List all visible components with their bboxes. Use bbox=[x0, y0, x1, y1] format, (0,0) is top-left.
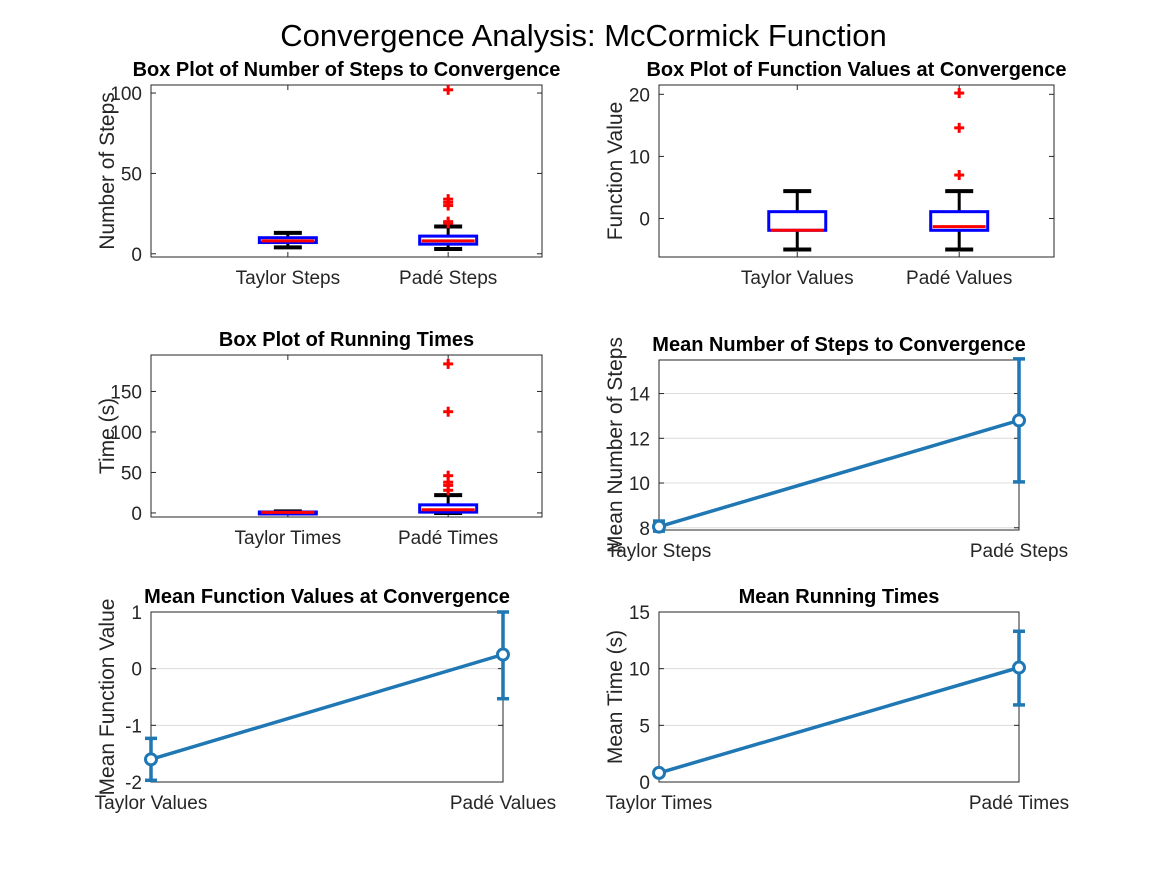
x-tick-label: Taylor Steps bbox=[607, 541, 712, 562]
data-point bbox=[496, 647, 510, 662]
outlier-marker bbox=[954, 122, 965, 133]
y-tick-label: 0 bbox=[639, 210, 650, 231]
chart-panel-5: -2 -1 0 1 Taylor Values Padé Values Mean Funct… bbox=[95, 586, 557, 814]
y-axis-label: Number of Steps bbox=[96, 92, 119, 250]
y-tick-label: 50 bbox=[121, 463, 142, 484]
box bbox=[929, 210, 990, 232]
y-axis-label: Mean Time (s) bbox=[604, 630, 627, 764]
data-point bbox=[1012, 660, 1026, 675]
data-point bbox=[652, 765, 666, 780]
y-tick-label: 1 bbox=[131, 603, 142, 624]
box bbox=[418, 234, 479, 246]
axes-frame bbox=[658, 84, 1055, 258]
outlier-marker bbox=[443, 216, 454, 227]
axes-frame bbox=[150, 84, 543, 258]
chart-panel-6: 0 5 10 15 Taylor Times Padé Times Mean Running… bbox=[604, 586, 1069, 814]
outlier-marker bbox=[443, 194, 454, 205]
x-tick-label: Padé Steps bbox=[970, 541, 1068, 562]
axes-frame bbox=[150, 611, 504, 783]
series-line bbox=[150, 652, 504, 762]
x-tick-label: Taylor Times bbox=[235, 528, 342, 549]
outlier-marker bbox=[443, 406, 454, 417]
axes-frame bbox=[150, 354, 543, 518]
x-tick-label: Taylor Steps bbox=[236, 268, 341, 289]
outlier-marker bbox=[954, 170, 965, 181]
panel-title: Box Plot of Running Times bbox=[219, 329, 474, 351]
axes-frame bbox=[658, 359, 1020, 531]
outlier-marker bbox=[954, 88, 965, 99]
panel-title: Box Plot of Function Values at Convergen… bbox=[646, 59, 1066, 81]
series-line bbox=[658, 418, 1020, 529]
y-tick-label: 0 bbox=[131, 245, 142, 266]
x-tick-label: Taylor Values bbox=[95, 793, 208, 814]
y-tick-label: 100 bbox=[110, 84, 142, 105]
x-tick-label: Taylor Values bbox=[741, 268, 854, 289]
y-axis-label: Function Value bbox=[604, 102, 627, 241]
y-tick-label: 20 bbox=[629, 85, 650, 106]
x-tick-label: Padé Values bbox=[450, 793, 556, 814]
y-tick-label: 0 bbox=[639, 773, 650, 794]
box bbox=[257, 236, 318, 245]
y-axis-label: Time (s) bbox=[96, 398, 119, 474]
chart-panel-4: 8 10 12 14 Taylor Steps Padé Steps Mean Number… bbox=[604, 334, 1068, 562]
y-tick-label: 14 bbox=[629, 385, 651, 406]
x-tick-label: Taylor Times bbox=[606, 793, 713, 814]
y-axis-label: Mean Function Value bbox=[96, 599, 119, 796]
outlier-marker bbox=[443, 358, 454, 369]
chart-panel-2: 0 10 20 Taylor Values Padé Values Box Plot of… bbox=[604, 59, 1067, 289]
y-tick-label: 12 bbox=[629, 429, 650, 450]
x-tick-label: Padé Times bbox=[969, 793, 1069, 814]
y-tick-label: 10 bbox=[629, 474, 650, 495]
panel-title: Mean Function Values at Convergence bbox=[144, 586, 510, 608]
box bbox=[767, 210, 828, 232]
y-tick-label: 8 bbox=[639, 519, 650, 540]
y-tick-label: 100 bbox=[110, 423, 142, 444]
panel-title: Mean Running Times bbox=[739, 586, 940, 608]
y-tick-label: 10 bbox=[629, 147, 650, 168]
y-axis-label: Mean Number of Steps bbox=[604, 337, 627, 553]
series-line bbox=[658, 665, 1020, 775]
outlier-marker bbox=[443, 470, 454, 481]
y-tick-label: 50 bbox=[121, 164, 142, 185]
outlier-marker bbox=[443, 84, 454, 95]
box bbox=[418, 503, 479, 514]
y-tick-label: 5 bbox=[639, 716, 650, 737]
y-tick-label: 150 bbox=[110, 382, 142, 403]
data-point bbox=[144, 752, 158, 767]
y-tick-label: -2 bbox=[125, 773, 142, 794]
chart-panel-1: 0 50 100 Taylor Steps Padé Steps Box Plot of … bbox=[96, 59, 560, 289]
data-point bbox=[652, 519, 666, 534]
y-tick-label: 10 bbox=[629, 660, 650, 681]
x-tick-label: Padé Times bbox=[398, 528, 498, 549]
chart-panel-3: 0 50 100 150 Taylor Times Padé Times Box Plot … bbox=[96, 329, 543, 549]
x-tick-label: Padé Values bbox=[906, 268, 1012, 289]
y-tick-label: 0 bbox=[131, 660, 142, 681]
x-tick-label: Padé Steps bbox=[399, 268, 497, 289]
figure-title: Convergence Analysis: McCormick Function bbox=[280, 18, 887, 53]
panel-title: Mean Number of Steps to Convergence bbox=[652, 334, 1025, 356]
data-point bbox=[1012, 413, 1026, 428]
y-tick-label: 0 bbox=[131, 504, 142, 525]
y-tick-label: 15 bbox=[629, 603, 650, 624]
y-tick-label: -1 bbox=[125, 716, 142, 737]
panel-title: Box Plot of Number of Steps to Convergen… bbox=[133, 59, 561, 81]
